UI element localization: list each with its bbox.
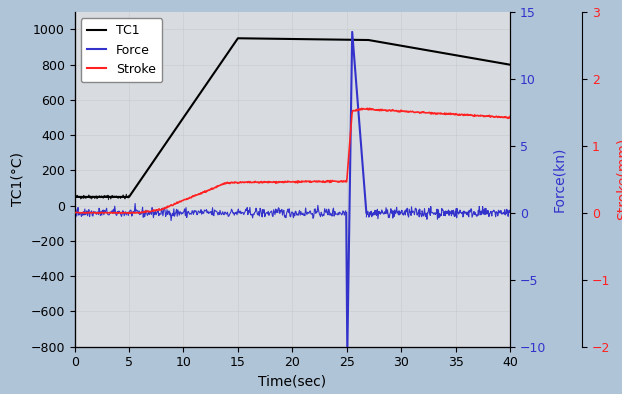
Legend: TC1, Force, Stroke: TC1, Force, Stroke: [81, 18, 162, 82]
TC1: [234, 36, 241, 41]
TC1: [506, 62, 514, 67]
TC1: [71, 195, 78, 199]
Y-axis label: Force(kn): Force(kn): [552, 147, 565, 212]
Line: TC1: TC1: [75, 38, 510, 197]
TC1: [364, 38, 372, 43]
Y-axis label: Stroke(mm): Stroke(mm): [616, 138, 622, 220]
X-axis label: Time(sec): Time(sec): [258, 375, 327, 389]
TC1: [125, 195, 133, 199]
Y-axis label: TC1(°C): TC1(°C): [11, 152, 25, 206]
